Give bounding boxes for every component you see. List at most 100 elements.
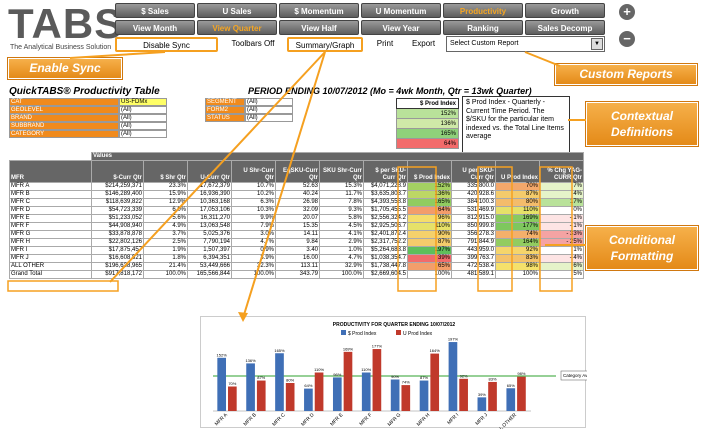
chart-svg: PRODUCTIVITY FOR QUARTER ENDING 10/07/20… [213, 322, 591, 431]
row-label[interactable]: MFR G [9, 230, 92, 239]
x-tick-label: MFR E [329, 412, 345, 428]
row-label[interactable]: MFR I [9, 246, 92, 255]
table-cell: 7% [539, 182, 584, 191]
table-cell: 6.3% [231, 198, 276, 207]
table-cell: $917,818,172 [91, 270, 144, 279]
bar-u-prod-index [459, 378, 468, 411]
column-header[interactable]: U Prod Index [495, 160, 540, 183]
table-cell: $54,723,339 [91, 206, 144, 215]
row-label[interactable]: ALL OTHER [9, 262, 92, 271]
nav-view-half-button[interactable]: View Half [279, 20, 359, 35]
nav-sales-button[interactable]: $ Sales [115, 3, 195, 18]
bar-prod-index [275, 353, 284, 411]
column-header[interactable]: U per SKU-Curr Qtr [451, 160, 496, 183]
summary-graph-button[interactable]: Summary/Graph [287, 37, 363, 52]
row-label[interactable]: MFR H [9, 238, 92, 247]
table-row: MFR D $54,723,339 6.0% 17,053,106 10.3% 32.09… [9, 206, 584, 215]
column-header[interactable]: $-Curr Qtr [91, 160, 144, 183]
column-header[interactable]: $ per SKU-Curr Qtr [363, 160, 408, 183]
zoom-in-button[interactable]: + [619, 4, 635, 20]
nav-view-year-button[interactable]: View Year [361, 20, 441, 35]
nav-view-month-button[interactable]: View Month [115, 20, 195, 35]
print-button[interactable]: Print [376, 39, 394, 48]
bar-u-prod-index [517, 376, 526, 411]
filter-value-segment[interactable]: (All) [245, 98, 293, 106]
row-label[interactable]: MFR C [9, 198, 92, 207]
table-cell: 65% [407, 262, 452, 271]
nav-u-momentum-button[interactable]: U Momentum [361, 3, 441, 18]
column-header[interactable]: % Chg YAG-CURR Qtr [539, 160, 584, 183]
table-cell: 4% [539, 190, 584, 199]
nav-growth-button[interactable]: Growth [525, 3, 605, 18]
column-header[interactable]: SKU Shr-Curr Qtr [319, 160, 364, 183]
nav-momentum-button[interactable]: $ Momentum [279, 3, 359, 18]
column-header[interactable]: $ Shr Qtr [143, 160, 188, 183]
table-row: MFR B $146,289,400 15.9% 16,936,390 10.2% 40.… [9, 190, 584, 199]
table-cell: $2,401,872.4 [363, 230, 408, 239]
table-cell: $1,038,354.7 [363, 254, 408, 263]
filter-value-form2[interactable]: (All) [245, 106, 293, 114]
table-cell: 399,763.7 [451, 254, 496, 263]
nav-sales-decomp-button[interactable]: Sales Decomp [525, 20, 605, 35]
custom-report-select[interactable]: Select Custom Report ▼ [446, 36, 605, 52]
filter-label-status: STATUS [205, 114, 245, 122]
data-label: 74% [402, 380, 410, 385]
row-label[interactable]: MFR F [9, 222, 92, 231]
filter-value-category[interactable]: (All) [119, 130, 167, 138]
table-cell: 113.11 [275, 262, 320, 271]
row-label[interactable]: MFR J [9, 254, 92, 263]
column-header[interactable]: U-Curr Qtr [187, 160, 232, 183]
bar-u-prod-index [343, 351, 353, 411]
filter-value-status[interactable]: (All) [245, 114, 293, 122]
filter-value-geolevel[interactable]: (All) [119, 106, 167, 114]
filter-label-geolevel: GEOLEVEL [9, 106, 119, 114]
tabs-logo: TABS [8, 0, 124, 47]
zoom-out-button[interactable]: − [619, 31, 635, 47]
data-label: 92% [460, 373, 468, 378]
data-label: 90% [391, 374, 399, 379]
table-cell: 17% [539, 198, 584, 207]
row-label[interactable]: Grand Total [9, 270, 92, 279]
data-label: 64% [304, 383, 312, 388]
table-cell: $214,259,371 [91, 182, 144, 191]
table-cell: 4.7% [231, 238, 276, 247]
row-label[interactable]: MFR B [9, 190, 92, 199]
table-cell: $4,393,558.8 [363, 198, 408, 207]
toolbars-off-button[interactable]: Toolbars Off [231, 39, 275, 48]
filter-value-subbrand[interactable]: (All) [119, 122, 167, 130]
column-header[interactable]: U Shr-Curr Qtr [231, 160, 276, 183]
nav-ranking-button[interactable]: Ranking [443, 20, 523, 35]
table-cell: 32.9% [319, 262, 364, 271]
table-row: MFR F $44,908,940 4.9% 13,063,548 7.9% 15.35 4… [9, 222, 584, 231]
chevron-down-icon[interactable]: ▼ [591, 38, 603, 50]
x-tick-label: MFR F [358, 412, 373, 427]
nav-u-sales-button[interactable]: U Sales [197, 3, 277, 18]
table-cell: 5% [539, 270, 584, 279]
callout-contextual-definitions: Contextual Definitions [585, 101, 699, 147]
chart-title: PRODUCTIVITY FOR QUARTER ENDING 10/07/20… [333, 322, 456, 328]
nav-view-quarter-button[interactable]: View Quarter [197, 20, 277, 35]
row-label[interactable]: MFR A [9, 182, 92, 191]
column-header[interactable]: EqSKU-Curr Qtr [275, 160, 320, 183]
filter-value-cat[interactable]: US-FDMx [119, 98, 167, 106]
disable-sync-button[interactable]: Disable Sync [115, 37, 218, 52]
nav-productivity-button[interactable]: Productivity [443, 3, 523, 18]
x-tick-label: MFR G [387, 412, 403, 428]
table-cell: 100.0% [231, 270, 276, 279]
table-cell: - 33% [539, 230, 584, 239]
table-cell: 5,025,376 [187, 230, 232, 239]
table-cell: 32.3% [231, 262, 276, 271]
column-header[interactable]: $ Prod Index [407, 160, 452, 183]
export-button[interactable]: Export [411, 39, 436, 48]
filter-label-subbrand: SUBBRAND [9, 122, 119, 130]
table-row: MFR H $22,802,126 2.5% 7,790,194 4.7% 9.84 2.9… [9, 238, 584, 247]
table-corner [9, 152, 92, 161]
x-tick-label: MFR H [416, 412, 432, 428]
row-label[interactable]: MFR E [9, 214, 92, 223]
data-label: 65% [507, 383, 515, 388]
bar-prod-index [419, 380, 429, 411]
row-label[interactable]: MFR D [9, 206, 92, 215]
filter-label-cat: CAT [9, 98, 119, 106]
filter-value-brand[interactable]: (All) [119, 114, 167, 122]
table-cell: $2,317,752.2 [363, 238, 408, 247]
